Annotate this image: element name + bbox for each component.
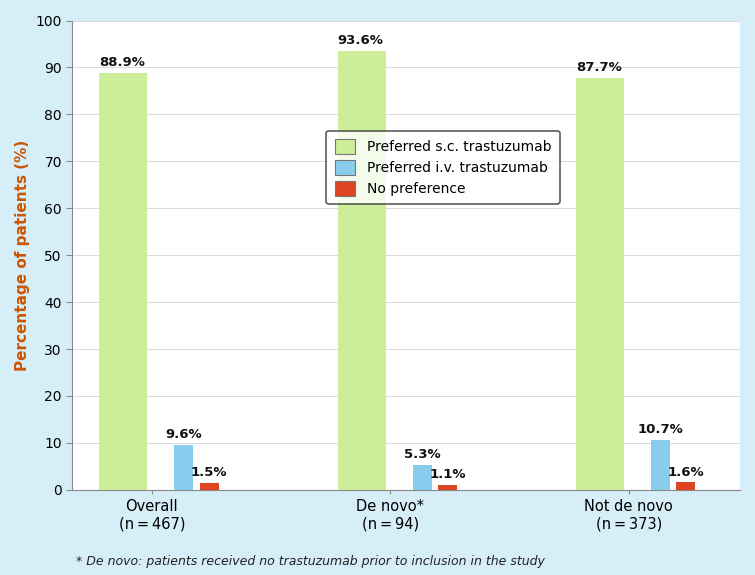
Bar	[676, 482, 695, 490]
Bar	[412, 465, 432, 490]
Text: 9.6%: 9.6%	[165, 428, 202, 441]
Bar	[337, 51, 386, 490]
Text: 5.3%: 5.3%	[404, 448, 440, 461]
Text: 1.6%: 1.6%	[667, 466, 704, 478]
Text: 1.5%: 1.5%	[191, 466, 227, 479]
Bar	[199, 483, 219, 490]
Text: 88.9%: 88.9%	[100, 56, 145, 69]
Text: 1.1%: 1.1%	[430, 468, 466, 481]
Text: 10.7%: 10.7%	[638, 423, 683, 436]
Bar	[651, 440, 670, 490]
Text: * De novo: patients received no trastuzumab prior to inclusion in the study: * De novo: patients received no trastuzu…	[76, 555, 544, 568]
Text: 93.6%: 93.6%	[337, 34, 384, 47]
Bar	[576, 78, 624, 490]
Bar	[100, 72, 147, 490]
Legend: Preferred s.c. trastuzumab, Preferred i.v. trastuzumab, No preference: Preferred s.c. trastuzumab, Preferred i.…	[326, 131, 559, 204]
Bar	[438, 485, 457, 490]
Bar	[174, 445, 193, 490]
Y-axis label: Percentage of patients (%): Percentage of patients (%)	[15, 140, 30, 371]
Text: 87.7%: 87.7%	[576, 62, 622, 75]
